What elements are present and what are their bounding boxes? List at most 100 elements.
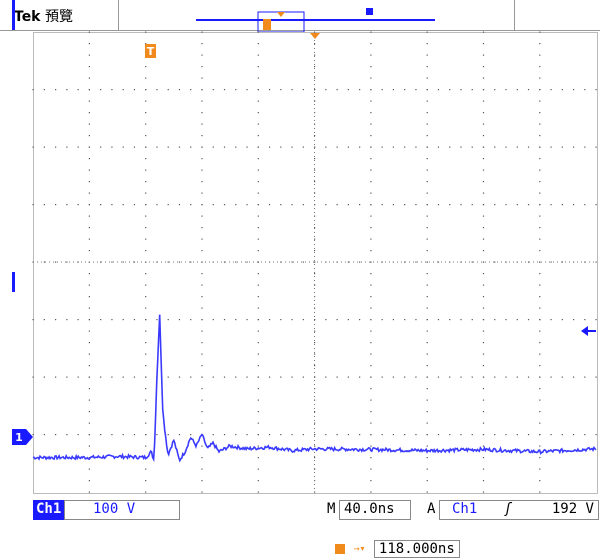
grid-dot: [359, 376, 361, 378]
grid-dot: [257, 491, 259, 493]
grid-dot: [460, 319, 462, 321]
grid-dot: [527, 204, 530, 206]
grid-dot: [325, 434, 327, 436]
ch1-ground-marker[interactable]: [12, 429, 33, 445]
grid-dot: [88, 204, 90, 206]
grid-dot: [167, 376, 169, 378]
grid-dot: [257, 376, 259, 378]
grid-dot: [595, 89, 597, 91]
grid-dot: [572, 434, 575, 436]
grid-dot: [370, 445, 372, 447]
grid-dot: [88, 146, 90, 148]
grid-dot: [347, 319, 349, 321]
grid-dot: [145, 376, 147, 378]
grid-dot: [77, 261, 79, 263]
grid-dot: [539, 158, 541, 160]
grid-dot: [88, 181, 90, 183]
channel-badge[interactable]: Ch1: [33, 500, 65, 520]
grid-dot: [595, 146, 597, 148]
grid-dot: [370, 43, 372, 45]
grid-dot: [291, 146, 293, 148]
grid-dot: [426, 227, 428, 229]
oscilloscope-screen[interactable]: [33, 32, 598, 494]
grid-dot: [145, 238, 147, 240]
grid-dot: [201, 227, 203, 229]
grid-dot: [280, 89, 282, 91]
grid-dot: [482, 480, 485, 482]
grid-dot: [426, 319, 428, 321]
grid-dot: [370, 100, 372, 102]
timebase-box[interactable]: 40.0ns: [339, 500, 411, 520]
grid-dot: [539, 353, 541, 355]
grid-dot: [381, 319, 383, 321]
grid-dot: [370, 31, 372, 33]
grid-dot: [201, 445, 203, 447]
grid-dot: [482, 376, 485, 378]
grid-dot: [291, 204, 293, 206]
grid-dot: [122, 204, 124, 206]
grid-dot: [201, 158, 203, 160]
grid-dot: [291, 89, 293, 91]
grid-dot: [280, 434, 282, 436]
grid-dot: [392, 319, 395, 321]
grid-dot: [77, 376, 79, 378]
grid-dot: [572, 204, 575, 206]
grid-dot: [482, 158, 485, 160]
grid-dot: [482, 146, 485, 148]
grid-dot: [55, 261, 57, 263]
grid-dot: [359, 261, 361, 263]
grid-dot: [145, 169, 147, 171]
grid-dot: [539, 342, 541, 344]
grid-dot: [201, 457, 203, 459]
grid-dot: [336, 89, 338, 91]
grid-dot: [145, 135, 147, 137]
grid-dot: [88, 422, 90, 424]
grid-dot: [314, 100, 316, 102]
grid-dot: [381, 146, 383, 148]
grid-dot: [415, 146, 417, 148]
grid-dot: [223, 204, 226, 206]
grid-dot: [88, 411, 90, 413]
grid-dot: [482, 31, 485, 33]
grid-dot: [539, 399, 541, 401]
grid-dot: [314, 181, 316, 183]
grid-dot: [280, 146, 282, 148]
trigger-box[interactable]: Ch1 ʃ 192 V: [439, 500, 599, 520]
grid-dot: [235, 204, 237, 206]
grid-dot: [145, 100, 147, 102]
grid-dot: [302, 319, 304, 321]
grid-dot: [314, 261, 316, 263]
grid-dot: [426, 112, 428, 114]
grid-dot: [482, 77, 485, 79]
grid-dot: [539, 330, 541, 332]
grid-dot: [111, 204, 113, 206]
grid-dot: [257, 31, 259, 33]
grid-dot: [257, 480, 259, 482]
grid-dot: [426, 273, 428, 275]
grid-dot: [201, 296, 203, 298]
grid-dot: [426, 100, 428, 102]
grid-dot: [370, 261, 372, 263]
grid-dot: [314, 422, 316, 424]
grid-dot: [539, 66, 541, 68]
grid-dot: [426, 54, 428, 56]
grid-dot: [314, 434, 316, 436]
grid-dot: [426, 296, 428, 298]
grid-dot: [257, 457, 259, 459]
grid-dot: [167, 204, 169, 206]
grid-dot: [426, 261, 428, 263]
grid-dot: [336, 376, 338, 378]
vertical-scale-box[interactable]: 100 V: [64, 500, 180, 520]
grid-dot: [100, 146, 102, 148]
grid-dot: [156, 146, 158, 148]
grid-dot: [167, 434, 169, 436]
grid-dot: [347, 146, 349, 148]
grid-dot: [201, 250, 203, 252]
grid-dot: [482, 342, 485, 344]
grid-dot: [381, 434, 383, 436]
record-timeline: [196, 8, 435, 32]
grid-dot: [257, 434, 259, 436]
grid-dot: [426, 388, 428, 390]
grid-dot: [359, 434, 361, 436]
grid-dot: [268, 319, 271, 321]
